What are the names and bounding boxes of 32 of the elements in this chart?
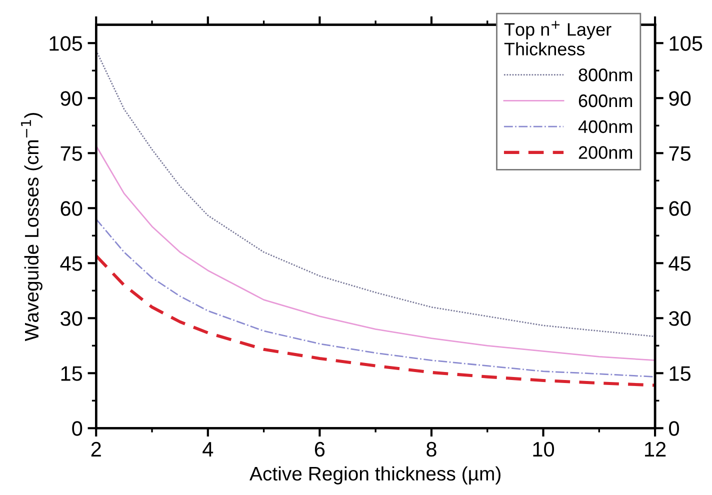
y-tick-label: 105 [50, 36, 82, 51]
y-tick-label: 60 [60, 201, 82, 216]
y2-tick-label: 60 [669, 201, 691, 216]
line-series [96, 218, 656, 378]
y-tick-label: 45 [60, 256, 82, 271]
legend-title: Top n$^{+}$ Layer Thickness [504, 20, 612, 56]
y-tick-label: 15 [61, 366, 82, 381]
y-tick-label: 75 [60, 146, 82, 161]
legend-label: 600nm [578, 94, 632, 108]
legend-label: 400nm [578, 120, 632, 134]
y2-tick-label: 0 [669, 421, 680, 436]
x-tick-label: 2 [91, 442, 101, 456]
line-series [96, 254, 656, 387]
y-tick-label: 30 [60, 311, 82, 326]
y2-tick-label: 15 [670, 366, 691, 381]
x-tick-label: 4 [202, 442, 214, 456]
y-axis-title: Waveguide Losses (cm$^{−1}$) [21, 113, 42, 342]
y2-tick-label: 105 [670, 36, 702, 51]
x-axis-title: Active Region thickness (µm) [250, 466, 500, 484]
y2-tick-label: 90 [669, 91, 691, 106]
y2-tick-label: 45 [668, 256, 691, 271]
legend-label: 800nm [578, 68, 632, 82]
legend-label: 200nm [578, 146, 632, 159]
x-tick-label: 8 [426, 442, 436, 457]
x-tick-label: 6 [314, 442, 325, 457]
line-series [96, 145, 656, 362]
y2-tick-label: 75 [669, 146, 691, 161]
x-tick-label: 10 [533, 442, 554, 457]
y-tick-label: 90 [60, 91, 82, 106]
y2-tick-label: 30 [669, 311, 691, 326]
y-tick-label: 0 [72, 421, 82, 436]
x-tick-label: 12 [645, 442, 666, 456]
